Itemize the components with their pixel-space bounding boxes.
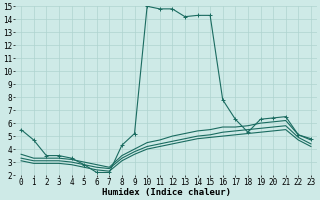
X-axis label: Humidex (Indice chaleur): Humidex (Indice chaleur) xyxy=(101,188,230,197)
